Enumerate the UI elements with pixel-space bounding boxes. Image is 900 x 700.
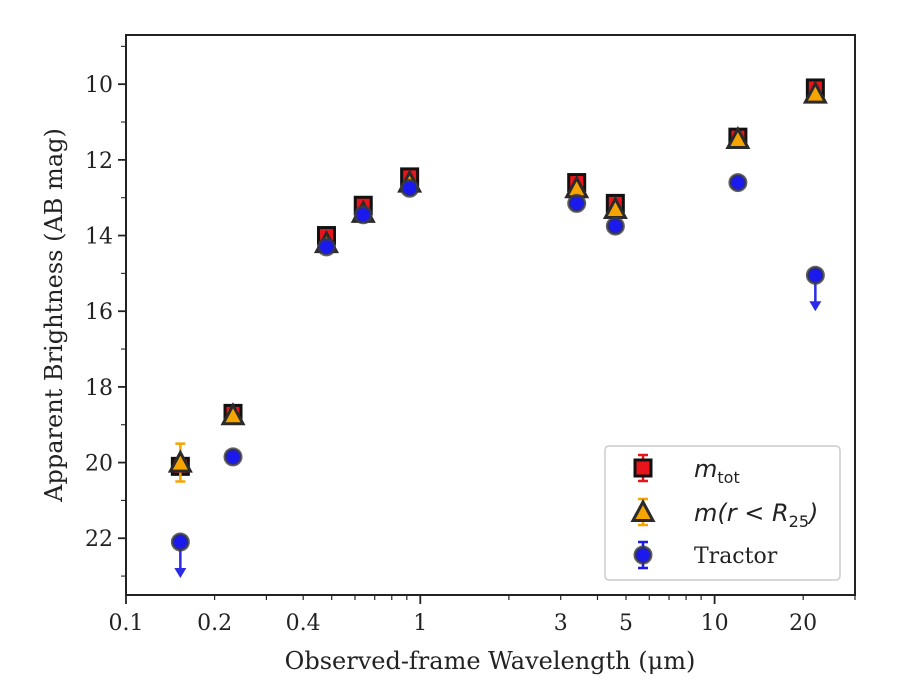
legend-marker-triangle	[630, 498, 656, 522]
x-tick-label: 5	[619, 611, 633, 636]
legend-marker-square	[633, 458, 653, 478]
y-tick-label: 22	[85, 527, 113, 552]
y-tick-label: 10	[85, 73, 113, 98]
legend-marker-circle	[633, 545, 653, 565]
x-tick-label: 0.4	[286, 611, 321, 636]
series-triangle	[167, 80, 828, 483]
legend-label: Tractor	[694, 544, 778, 569]
data-point-circle	[223, 447, 243, 467]
data-point-circle	[728, 173, 748, 193]
series-square	[170, 78, 825, 476]
data-point-triangle	[167, 449, 193, 473]
y-tick-label: 20	[85, 452, 113, 477]
y-tick-label: 16	[85, 300, 113, 325]
y-axis-label: Apparent Brightness (AB mag)	[40, 128, 68, 503]
x-tick-label: 3	[554, 611, 568, 636]
data-point-circle	[805, 265, 825, 285]
upper-limit-arrowhead	[174, 568, 187, 579]
series-circle	[170, 173, 825, 579]
legend-label-suffix: )	[807, 499, 818, 527]
y-axis: 10 12 14 16 18 20 22	[85, 45, 126, 577]
plot-marks	[167, 78, 828, 579]
legend-box	[604, 445, 841, 581]
y-tick-label: 18	[85, 376, 113, 401]
x-tick-label: 20	[789, 611, 817, 636]
x-tick-label: 1	[413, 611, 427, 636]
data-point-circle	[353, 205, 373, 225]
y-tick-label: 12	[85, 149, 113, 174]
x-tick-label: 10	[701, 611, 729, 636]
x-axis: 0.1 0.2 0.4 1 3 5 10 20	[109, 595, 856, 636]
legend-label-subscript: 25	[789, 512, 809, 531]
legend-label-subscript: tot	[717, 468, 739, 487]
y-tick-label: 14	[85, 225, 113, 250]
data-point-triangle	[220, 402, 246, 426]
data-point-circle	[400, 178, 420, 198]
data-point-circle	[567, 193, 587, 213]
data-point-triangle	[802, 80, 828, 104]
x-tick-label: 0.2	[197, 611, 232, 636]
data-point-triangle	[725, 125, 751, 150]
x-axis-label: Observed-frame Wavelength (μm)	[285, 647, 696, 675]
data-point-circle	[605, 216, 625, 236]
data-point-circle	[170, 532, 190, 552]
x-tick-label: 0.1	[109, 611, 144, 636]
legend-entry-circle: Tractor	[633, 540, 778, 570]
plot-frame	[125, 34, 856, 596]
data-point-circle	[316, 237, 336, 257]
upper-limit-arrowhead	[809, 301, 822, 312]
